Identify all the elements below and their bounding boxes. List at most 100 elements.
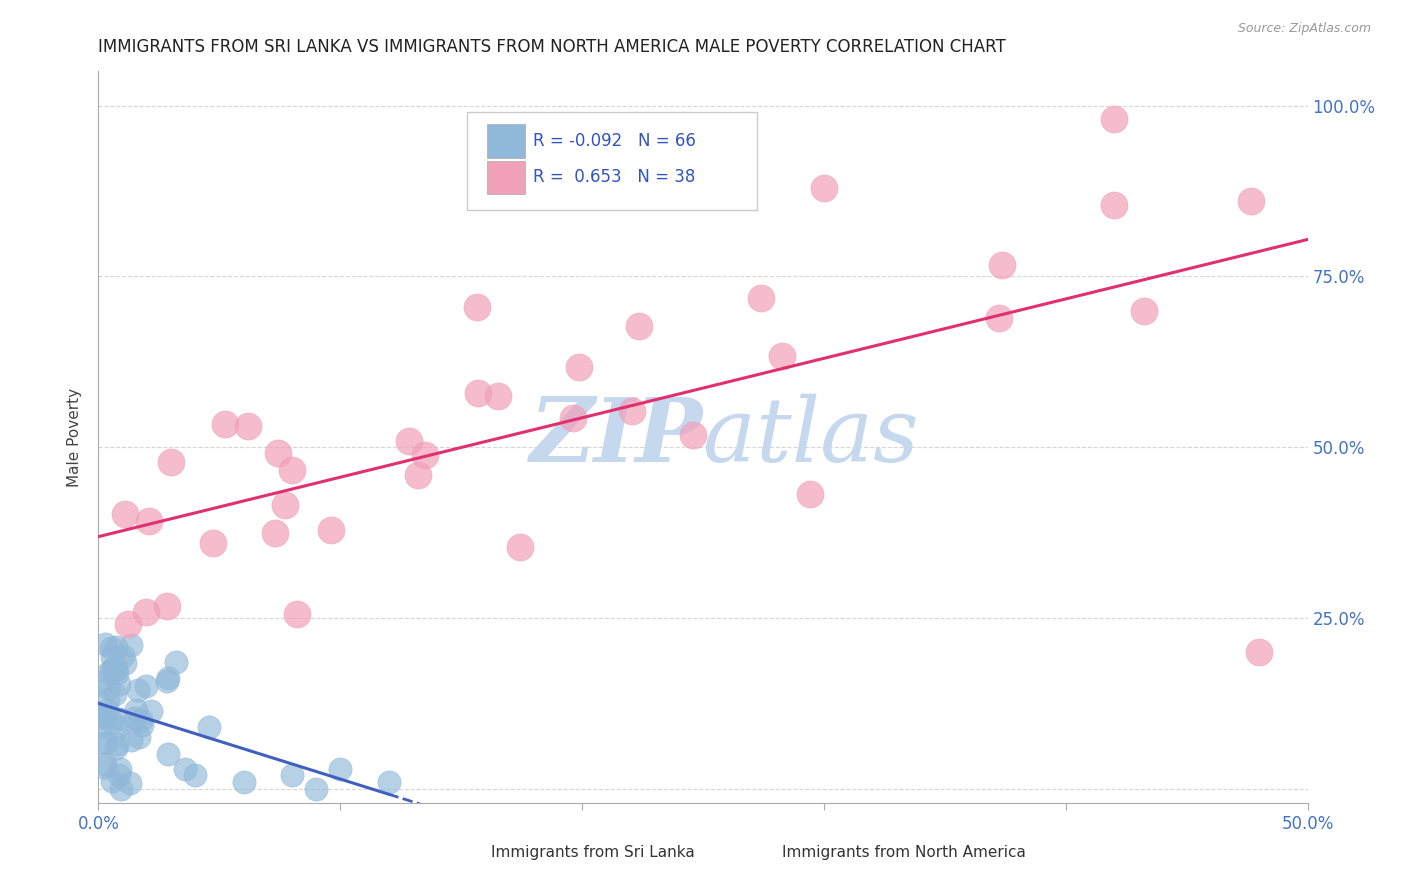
Point bbox=[135, 606, 157, 620]
Point bbox=[398, 434, 420, 449]
Point bbox=[165, 655, 187, 669]
Point bbox=[329, 762, 352, 776]
Point bbox=[799, 487, 821, 501]
Point bbox=[267, 446, 290, 460]
Point bbox=[770, 349, 793, 363]
Point bbox=[104, 640, 127, 654]
Point bbox=[285, 607, 308, 621]
Point bbox=[124, 710, 146, 724]
Point bbox=[990, 259, 1012, 273]
Point bbox=[988, 311, 1011, 326]
Point bbox=[96, 703, 118, 717]
Point bbox=[110, 781, 132, 796]
Point bbox=[156, 674, 179, 689]
Point bbox=[107, 720, 129, 734]
Point bbox=[105, 665, 128, 680]
Point bbox=[138, 515, 160, 529]
Point bbox=[813, 180, 835, 194]
Point bbox=[486, 389, 509, 403]
Point bbox=[406, 468, 429, 483]
Text: R = -0.092   N = 66: R = -0.092 N = 66 bbox=[533, 132, 696, 150]
Point bbox=[100, 662, 122, 676]
Point bbox=[568, 359, 591, 374]
Point bbox=[273, 498, 295, 512]
Point bbox=[94, 736, 117, 750]
Point bbox=[184, 768, 207, 782]
Point bbox=[264, 526, 287, 541]
Point bbox=[562, 411, 585, 425]
Text: IMMIGRANTS FROM SRI LANKA VS IMMIGRANTS FROM NORTH AMERICA MALE POVERTY CORRELAT: IMMIGRANTS FROM SRI LANKA VS IMMIGRANTS … bbox=[98, 38, 1007, 56]
Point bbox=[127, 683, 149, 698]
Point bbox=[128, 731, 150, 745]
Point bbox=[159, 455, 181, 469]
Text: atlas: atlas bbox=[703, 393, 918, 481]
FancyBboxPatch shape bbox=[467, 112, 758, 211]
Point bbox=[467, 386, 489, 401]
Point bbox=[305, 782, 328, 797]
Point bbox=[103, 662, 125, 676]
Point bbox=[104, 687, 127, 701]
Text: Immigrants from North America: Immigrants from North America bbox=[782, 845, 1025, 860]
Point bbox=[101, 650, 124, 665]
Point bbox=[465, 300, 488, 314]
FancyBboxPatch shape bbox=[486, 124, 526, 158]
Point bbox=[201, 536, 224, 550]
Point bbox=[112, 648, 135, 663]
Point bbox=[141, 704, 163, 718]
Point bbox=[620, 404, 643, 418]
Point bbox=[98, 665, 121, 679]
Point bbox=[125, 704, 148, 718]
Point bbox=[377, 775, 399, 789]
Point bbox=[107, 768, 129, 782]
Point bbox=[117, 617, 139, 632]
Point bbox=[1240, 194, 1263, 208]
Point bbox=[157, 671, 180, 685]
Point bbox=[682, 427, 704, 442]
Point bbox=[281, 768, 304, 782]
Point bbox=[198, 720, 221, 734]
Point bbox=[157, 747, 180, 761]
Point bbox=[129, 713, 152, 727]
Point bbox=[100, 640, 122, 655]
Point bbox=[120, 639, 142, 653]
Point bbox=[108, 762, 131, 776]
Point bbox=[1102, 112, 1125, 127]
Point bbox=[1249, 645, 1271, 659]
Point bbox=[101, 774, 124, 789]
Point bbox=[174, 763, 197, 777]
Point bbox=[90, 718, 112, 732]
Point bbox=[415, 449, 437, 463]
Text: R =  0.653   N = 38: R = 0.653 N = 38 bbox=[533, 169, 695, 186]
FancyBboxPatch shape bbox=[486, 161, 526, 194]
Point bbox=[94, 637, 117, 651]
Text: Immigrants from Sri Lanka: Immigrants from Sri Lanka bbox=[492, 845, 695, 860]
Y-axis label: Male Poverty: Male Poverty bbox=[67, 387, 83, 487]
Point bbox=[90, 675, 112, 690]
Text: ZIP: ZIP bbox=[530, 394, 703, 480]
Point bbox=[114, 656, 136, 670]
Point bbox=[105, 740, 128, 755]
Point bbox=[97, 681, 120, 695]
Point bbox=[118, 776, 141, 790]
FancyBboxPatch shape bbox=[737, 838, 776, 869]
Point bbox=[319, 524, 342, 538]
Point bbox=[91, 709, 114, 723]
Point bbox=[131, 718, 153, 732]
Text: Source: ZipAtlas.com: Source: ZipAtlas.com bbox=[1237, 22, 1371, 36]
Point bbox=[94, 757, 117, 772]
Point bbox=[214, 417, 236, 431]
Point bbox=[120, 733, 142, 747]
Point bbox=[101, 714, 124, 729]
Point bbox=[97, 693, 120, 707]
Point bbox=[749, 291, 772, 305]
Point bbox=[90, 711, 112, 725]
Point bbox=[236, 419, 259, 434]
Point bbox=[1133, 303, 1156, 318]
Point bbox=[110, 713, 132, 727]
Point bbox=[135, 680, 157, 694]
Point bbox=[509, 540, 531, 554]
Point bbox=[1102, 198, 1125, 212]
FancyBboxPatch shape bbox=[447, 838, 485, 869]
Point bbox=[156, 599, 179, 614]
Point bbox=[114, 507, 136, 521]
